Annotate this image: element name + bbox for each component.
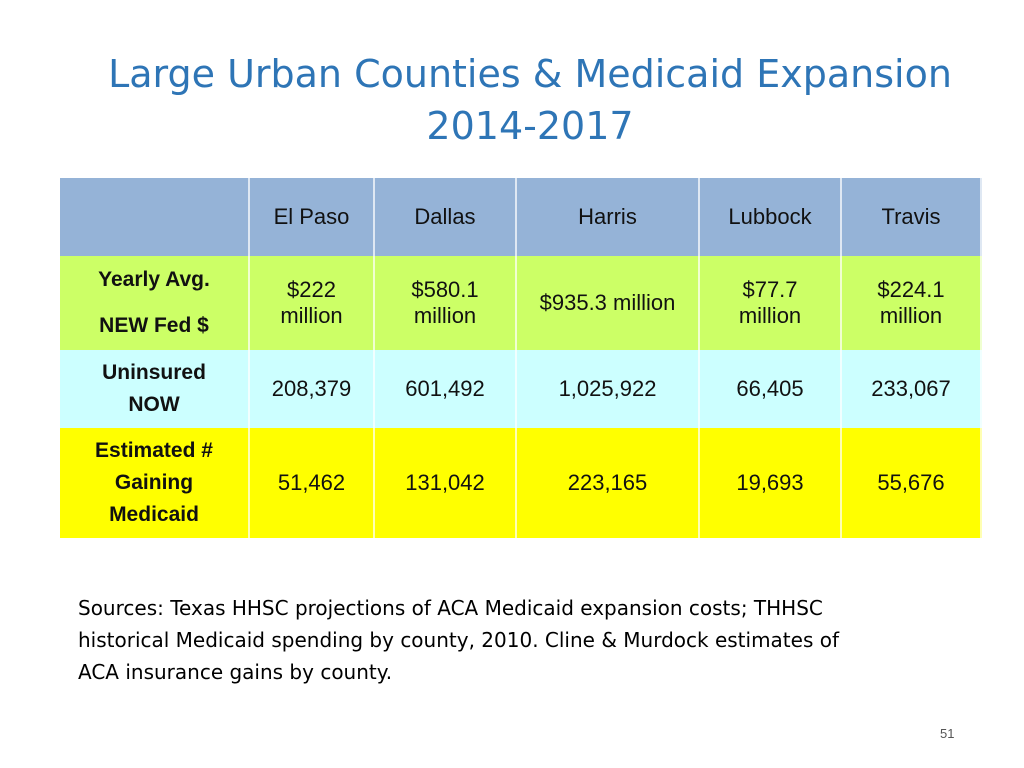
table-cell: 51,462: [250, 428, 375, 538]
table-cell: 223,165: [517, 428, 700, 538]
table-cell: $222 million: [250, 256, 375, 350]
table-cell: 55,676: [842, 428, 982, 538]
row-label: Estimated # Gaining Medicaid: [60, 428, 250, 538]
row-label: Yearly Avg. NEW Fed $: [60, 256, 250, 350]
column-header: Harris: [517, 178, 700, 256]
column-header: El Paso: [250, 178, 375, 256]
table-cell: $935.3 million: [517, 256, 700, 350]
table-cell: 1,025,922: [517, 350, 700, 428]
table-cell: 233,067: [842, 350, 982, 428]
row-label-line: Uninsured: [102, 361, 206, 384]
sources-line: ACA insurance gains by county.: [78, 660, 393, 684]
row-label-line: Yearly Avg.: [98, 268, 210, 291]
column-header: Dallas: [375, 178, 517, 256]
row-label: Uninsured NOW: [60, 350, 250, 428]
row-label-line: Gaining: [114, 471, 194, 494]
sources-line: Sources: Texas HHSC projections of ACA M…: [78, 596, 823, 620]
table-cell: 601,492: [375, 350, 517, 428]
table-cell: 66,405: [700, 350, 842, 428]
table-cell: $224.1 million: [842, 256, 982, 350]
column-header: Travis: [842, 178, 982, 256]
title-line: 2014-2017: [426, 104, 634, 148]
table-cell: $580.1 million: [375, 256, 517, 350]
title-line: Large Urban Counties & Medicaid Expansio…: [108, 52, 952, 96]
sources-line: historical Medicaid spending by county, …: [78, 628, 840, 652]
table-cell: 208,379: [250, 350, 375, 428]
table-cell: 19,693: [700, 428, 842, 538]
header-corner: [60, 178, 250, 256]
row-label-line: NOW: [128, 393, 180, 416]
table-cell: $77.7 million: [700, 256, 842, 350]
page-number: 51: [940, 726, 955, 741]
table-cell: 131,042: [375, 428, 517, 538]
row-label-line: Medicaid: [109, 503, 199, 526]
row-label-line: Estimated #: [95, 439, 213, 462]
row-label-line: NEW Fed $: [99, 314, 209, 337]
column-header: Lubbock: [700, 178, 842, 256]
